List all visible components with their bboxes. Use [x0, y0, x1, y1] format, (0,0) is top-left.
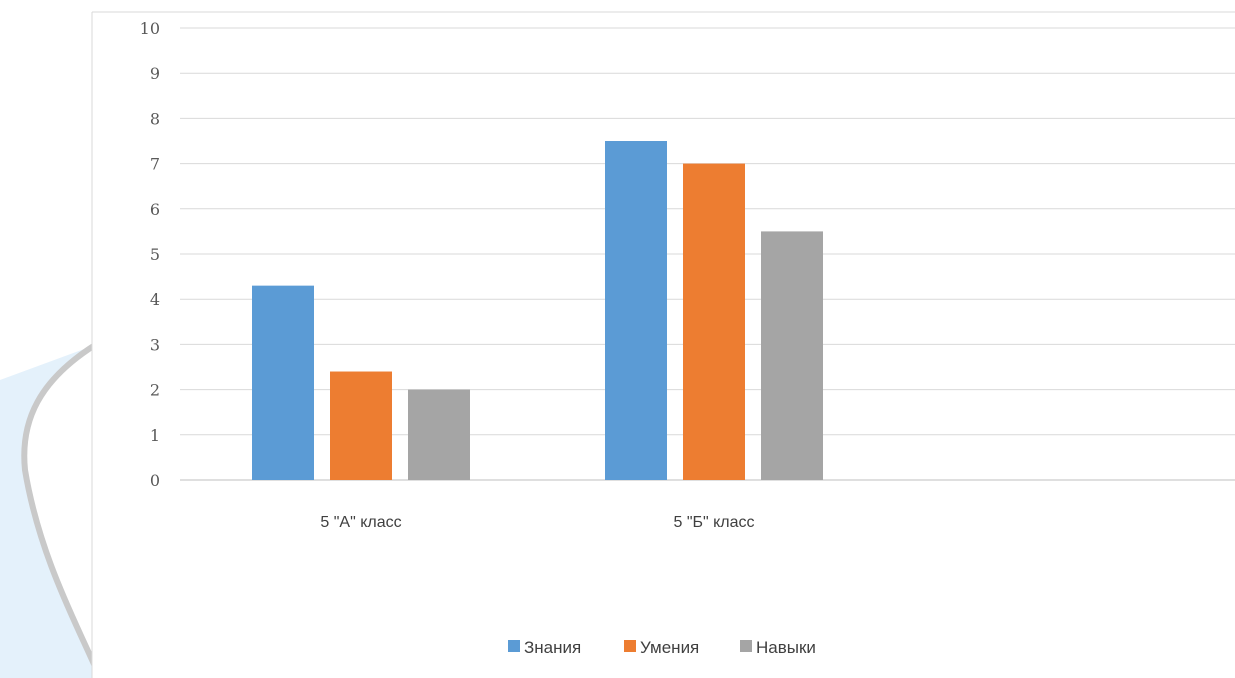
y-tick-label: 1	[150, 426, 160, 445]
y-tick-label: 2	[150, 381, 160, 400]
bar-2-2	[683, 163, 745, 480]
bar-1-3	[408, 389, 470, 480]
y-tick-label: 8	[150, 109, 160, 128]
y-tick-label: 0	[150, 471, 160, 490]
backdrop-swoosh-edge	[21, 342, 103, 678]
legend-swatch	[508, 640, 520, 652]
x-category-label: 5 "Б" класс	[673, 514, 754, 531]
y-tick-label: 9	[150, 64, 160, 83]
bars	[252, 141, 823, 480]
legend-swatch	[740, 640, 752, 652]
y-tick-label: 5	[150, 245, 160, 264]
y-tick-label: 10	[140, 19, 160, 38]
bar-2-3	[761, 231, 823, 480]
bar-1-1	[252, 285, 314, 480]
legend: Знания Умения Навыки	[508, 638, 816, 657]
x-category-label: 5 "А" класс	[320, 514, 401, 531]
x-axis-category-labels: 5 "А" класс 5 "Б" класс	[320, 514, 754, 531]
legend-label: Умения	[640, 638, 699, 657]
y-tick-label: 7	[150, 155, 160, 174]
bar-1-2	[330, 371, 392, 480]
legend-swatch	[624, 640, 636, 652]
legend-label: Знания	[524, 638, 581, 657]
legend-label: Навыки	[756, 638, 816, 657]
y-tick-label: 3	[150, 335, 160, 354]
y-tick-label: 6	[150, 200, 160, 219]
y-axis-tick-labels: 0 1 2 3 4 5 6 7 8 9 10	[140, 19, 160, 490]
bar-2-1	[605, 141, 667, 480]
y-tick-label: 4	[150, 290, 160, 309]
